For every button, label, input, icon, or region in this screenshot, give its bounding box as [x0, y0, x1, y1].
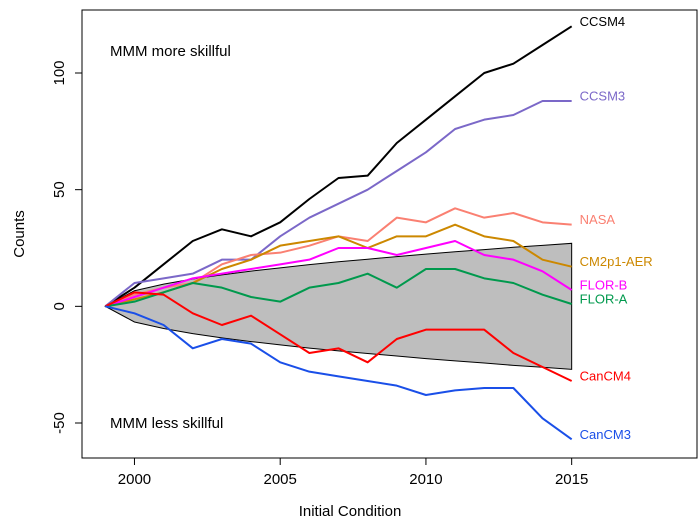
y-tick-label: 100: [51, 60, 68, 85]
annotation: MMM more skillful: [110, 43, 231, 60]
line-series: [105, 268, 572, 308]
y-tick-label: -50: [51, 412, 68, 434]
legend-label: CM2p1-AER: [580, 254, 653, 269]
annotation: MMM less skillful: [110, 415, 223, 432]
envelope: [104, 242, 573, 370]
line-series: [104, 25, 573, 308]
x-tick-label: 2015: [555, 471, 588, 488]
x-tick-label: 2000: [118, 471, 151, 488]
legend-label: CanCM3: [580, 427, 631, 442]
y-tick-label: 0: [51, 302, 68, 310]
x-axis-label: Initial Condition: [299, 503, 402, 520]
plot-frame: [81, 9, 698, 459]
legend-label: CCSM4: [580, 14, 626, 29]
legend-label: FLOR-A: [580, 291, 628, 306]
x-tick-label: 2010: [409, 471, 442, 488]
x-tick-label: 2005: [264, 471, 297, 488]
legend-label: CanCM4: [580, 368, 631, 383]
y-axis-label: Counts: [11, 210, 28, 258]
line-series: [105, 240, 573, 308]
legend-label: FLOR-B: [580, 277, 628, 292]
line-series: [104, 100, 572, 308]
line-series: [104, 291, 573, 382]
line-series: [105, 305, 573, 441]
legend-label: CCSM3: [580, 88, 626, 103]
y-tick-label: 50: [51, 181, 68, 198]
legend-label: NASA: [580, 212, 616, 227]
